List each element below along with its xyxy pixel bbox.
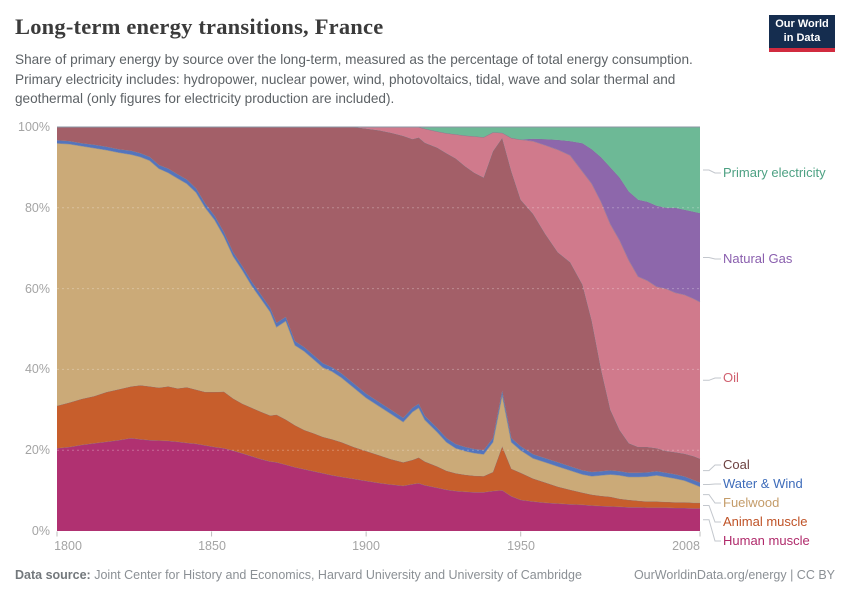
legend-item-oil[interactable]: Oil bbox=[723, 370, 739, 385]
legend-item-water-wind[interactable]: Water & Wind bbox=[723, 476, 803, 491]
legend-connector-human_muscle bbox=[703, 519, 721, 542]
legend-connector-primary_electricity bbox=[703, 169, 721, 174]
legend-item-animal-muscle[interactable]: Animal muscle bbox=[723, 514, 808, 529]
y-axis-label-60: 60% bbox=[24, 282, 50, 296]
x-axis-label-1900: 1900 bbox=[352, 539, 380, 553]
y-axis-label-0: 0% bbox=[31, 524, 50, 538]
legend-item-natural-gas[interactable]: Natural Gas bbox=[723, 251, 793, 266]
data-source-label: Data source: bbox=[15, 568, 91, 582]
x-axis-label-1800: 1800 bbox=[54, 539, 82, 553]
legend-item-human-muscle[interactable]: Human muscle bbox=[723, 533, 810, 548]
area-coal[interactable] bbox=[57, 127, 700, 483]
owid-logo-line1: Our World bbox=[775, 17, 829, 30]
page-title: Long-term energy transitions, France bbox=[15, 14, 384, 39]
data-source: Data source: Joint Center for History an… bbox=[15, 565, 582, 585]
page-header: Long-term energy transitions, France Sha… bbox=[0, 0, 850, 115]
footer-separator: | bbox=[790, 568, 794, 582]
legend-item-fuelwood[interactable]: Fuelwood bbox=[723, 495, 780, 510]
legend-connector-fuelwood bbox=[703, 494, 721, 504]
legend-connector-coal bbox=[703, 464, 721, 472]
chart-subtitle: Share of primary energy by source over t… bbox=[15, 52, 693, 107]
data-source-text: Joint Center for History and Economics, … bbox=[94, 568, 582, 582]
chart-footer: Data source: Joint Center for History an… bbox=[0, 565, 850, 585]
area-fuelwood[interactable] bbox=[57, 143, 700, 503]
y-axis-label-20: 20% bbox=[24, 443, 50, 457]
footer-links: OurWorldinData.org/energy | CC BY bbox=[634, 565, 835, 585]
x-axis-label-2008: 2008 bbox=[672, 539, 700, 553]
legend-connector-animal_muscle bbox=[703, 505, 721, 523]
area-animal_muscle[interactable] bbox=[57, 385, 700, 509]
stacked-area-chart[interactable]: 0% 20% 40% 60% 80% 100% 1800 1850 1900 1… bbox=[0, 115, 850, 561]
license-link[interactable]: CC BY bbox=[796, 568, 835, 582]
owid-logo-line2: in Data bbox=[783, 31, 821, 44]
area-oil[interactable] bbox=[57, 127, 700, 459]
owid-energy-link[interactable]: OurWorldinData.org/energy bbox=[633, 568, 787, 582]
legend-item-coal[interactable]: Coal bbox=[723, 457, 750, 472]
y-axis-label-40: 40% bbox=[24, 362, 50, 376]
legend-connector-natural_gas bbox=[703, 257, 721, 260]
y-axis-label-100: 100% bbox=[18, 120, 50, 134]
y-axis-label-80: 80% bbox=[24, 201, 50, 215]
legend-connector-oil bbox=[703, 377, 721, 381]
legend-item-primary-electricity[interactable]: Primary electricity bbox=[723, 165, 826, 180]
legend-connector-water_wind bbox=[703, 483, 721, 485]
area-human_muscle[interactable] bbox=[57, 438, 700, 531]
x-axis-label-1950: 1950 bbox=[507, 539, 535, 553]
area-primary_electricity[interactable] bbox=[57, 127, 700, 214]
chart-svg[interactable] bbox=[0, 115, 850, 561]
owid-logo[interactable]: Our World in Data bbox=[769, 15, 835, 52]
x-axis-label-1850: 1850 bbox=[198, 539, 226, 553]
